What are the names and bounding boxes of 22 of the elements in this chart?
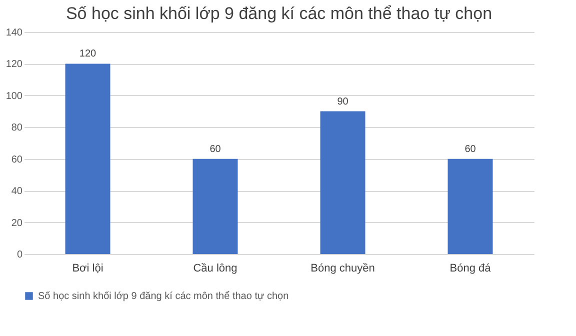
chart-title: Số học sinh khối lớp 9 đăng kí các môn thể thao tự chọn [66, 4, 492, 23]
legend-label: Số học sinh khối lớp 9 đăng kí các môn thể thao tự chọn [38, 290, 289, 302]
y-tick-label: 120 [6, 59, 23, 70]
data-label: 60 [210, 144, 222, 155]
y-tick-label: 100 [6, 90, 23, 102]
y-tick-label: 140 [6, 28, 23, 38]
bar [192, 158, 238, 254]
bar [320, 111, 366, 254]
x-tick-label: Bơi lội [72, 262, 104, 274]
x-tick-label: Cầu lông [193, 262, 238, 274]
bar [65, 64, 110, 254]
x-tick-label: Bóng đá [450, 262, 492, 274]
x-tick-label: Bóng chuyền [310, 262, 375, 274]
y-tick-label: 60 [11, 154, 23, 166]
data-label: 120 [79, 48, 97, 60]
y-tick-label: 80 [11, 122, 23, 134]
y-tick-label: 20 [11, 218, 23, 229]
y-tick-label: 40 [11, 186, 23, 198]
bar [448, 158, 493, 254]
y-tick-label: 0 [16, 250, 23, 260]
data-label: 60 [464, 144, 476, 155]
data-label: 90 [337, 96, 349, 108]
